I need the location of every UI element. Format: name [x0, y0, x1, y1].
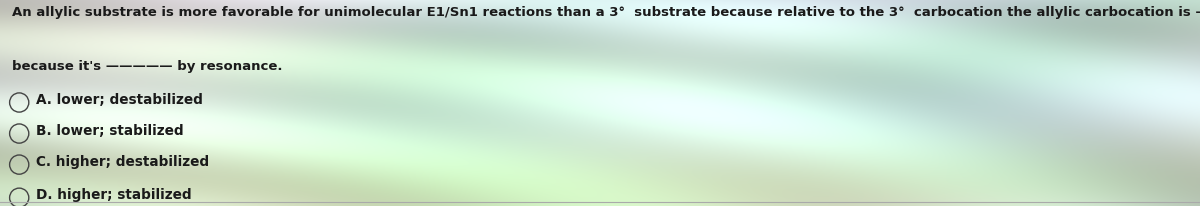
Text: C. higher; destabilized: C. higher; destabilized [36, 154, 209, 169]
Text: D. higher; stabilized: D. higher; stabilized [36, 187, 192, 201]
Text: A. lower; destabilized: A. lower; destabilized [36, 93, 203, 107]
Text: B. lower; stabilized: B. lower; stabilized [36, 124, 184, 138]
Text: because it's ————— by resonance.: because it's ————— by resonance. [12, 60, 282, 73]
Text: An allylic substrate is more favorable for unimolecular E1/Sn1 reactions than a : An allylic substrate is more favorable f… [12, 6, 1200, 19]
